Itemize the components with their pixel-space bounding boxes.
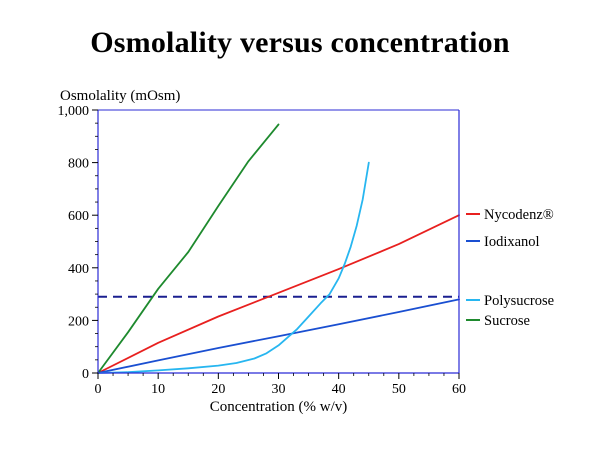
y-axis-label: Osmolality (mOsm) (60, 88, 180, 104)
series-line-iodixanol (97, 298, 460, 374)
y-tick-label: 400 (68, 262, 89, 277)
x-tick-label: 40 (332, 382, 346, 397)
x-axis-label: Concentration (% w/v) (210, 399, 347, 415)
legend-group: Nycodenz® Iodixanol Polysucrose Sucrose (466, 207, 554, 329)
chart-title: Osmolality versus concentration (90, 26, 510, 59)
tick-labels-group: 0 200 400 600 800 1,000 0 10 20 30 40 50 60 (58, 104, 467, 397)
y-tick-label: 0 (82, 367, 89, 382)
legend-label-sucrose: Sucrose (484, 313, 530, 329)
series-line-nycodenz (97, 214, 460, 374)
legend-label-nycodenz: Nycodenz® (484, 207, 554, 223)
axes-group (92, 109, 460, 379)
y-tick-label: 200 (68, 314, 89, 329)
legend-label-iodixanol: Iodixanol (484, 234, 540, 250)
y-tick-label: 1,000 (58, 104, 90, 119)
x-tick-label: 20 (211, 382, 225, 397)
x-tick-label: 60 (452, 382, 466, 397)
axis-labels-group: Osmolality (mOsm) Concentration (% w/v) (60, 88, 347, 415)
legend-label-polysucrose: Polysucrose (484, 293, 554, 309)
x-tick-label: 0 (95, 382, 102, 397)
series-group (97, 123, 460, 374)
series-line-sucrose (97, 123, 280, 374)
series-line-polysucrose (97, 161, 370, 374)
x-tick-label: 30 (272, 382, 286, 397)
x-tick-label: 10 (151, 382, 165, 397)
x-tick-label: 50 (392, 382, 406, 397)
y-tick-label: 600 (68, 209, 89, 224)
y-tick-label: 800 (68, 157, 89, 172)
